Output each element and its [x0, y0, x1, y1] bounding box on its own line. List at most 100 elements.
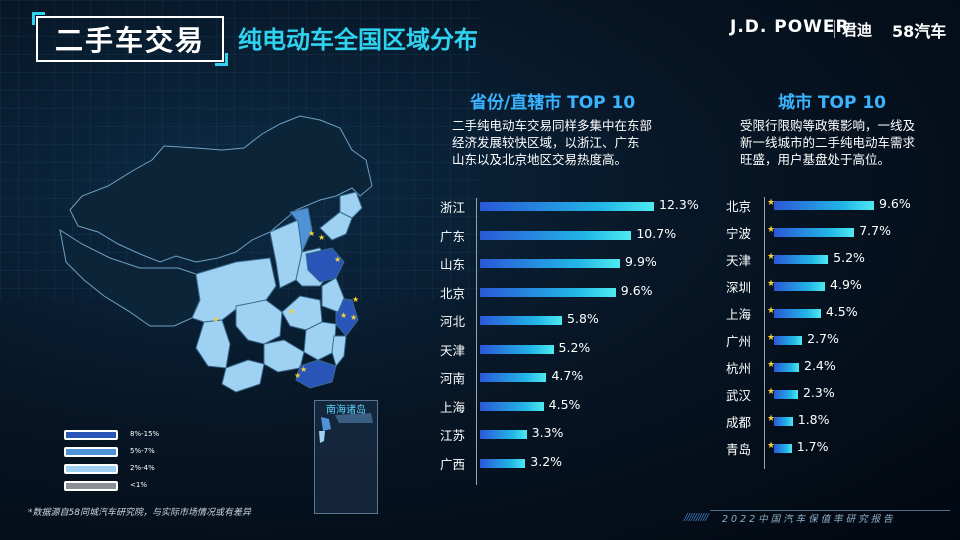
- bar: [774, 363, 799, 372]
- bar: [774, 309, 821, 318]
- star-icon: ★: [288, 307, 295, 316]
- category-label: 深圳: [726, 280, 752, 295]
- provinces-title: 省份/直辖市 TOP 10: [470, 93, 636, 113]
- bar: [480, 373, 547, 382]
- cities-desc: 受限行限购等政策影响，一线及 新一线城市的二手纯电动车需求 旺盛，用户基盘处于高…: [740, 117, 915, 168]
- bar: [774, 255, 829, 264]
- star-icon: ★: [767, 279, 776, 289]
- category-label: 成都: [726, 415, 752, 430]
- category-label: 广州: [726, 334, 752, 349]
- value-label: 12.3%: [659, 197, 699, 212]
- legend-label: 8%-15%: [130, 430, 160, 438]
- star-icon: ★: [767, 414, 776, 424]
- bar: [480, 202, 654, 211]
- star-icon: ★: [294, 371, 301, 380]
- value-label: 9.9%: [625, 254, 657, 269]
- cities-desc-line: 受限行限购等政策影响，一线及: [740, 118, 916, 133]
- legend-swatch: [64, 464, 118, 474]
- axis-line: [764, 197, 765, 469]
- star-icon: ★: [212, 315, 219, 324]
- jd-power-logo: J.D. POWER: [730, 17, 850, 37]
- bar: [774, 282, 826, 291]
- star-icon: ★: [352, 295, 359, 304]
- star-icon: ★: [767, 333, 776, 343]
- star-icon: ★: [334, 255, 341, 264]
- value-label: 5.8%: [567, 311, 599, 326]
- category-label: 宁波: [726, 226, 752, 241]
- category-label: 北京: [726, 199, 752, 214]
- star-icon: ★: [767, 198, 776, 208]
- value-label: 4.5%: [825, 304, 858, 319]
- value-label: 3.2%: [530, 453, 563, 469]
- brand-divider: [834, 20, 835, 38]
- category-label: 天津: [440, 342, 466, 358]
- category-label: 北京: [440, 285, 466, 301]
- value-label: 2.7%: [807, 331, 839, 346]
- value-label: 2.3%: [802, 385, 835, 400]
- legend-swatch: [64, 481, 118, 491]
- legend-label: 5%-7%: [130, 447, 155, 455]
- provinces-desc-line: 山东以及北京地区交易热度高。: [452, 152, 628, 167]
- star-icon: ★: [767, 306, 776, 316]
- footer-slashes: //////////: [684, 512, 709, 523]
- cities-desc-line: 新一线城市的二手纯电动车需求: [740, 135, 916, 150]
- category-label: 山东: [440, 257, 466, 272]
- legend-label: 2%-4%: [130, 464, 155, 472]
- page-subtitle: 纯电动车全国区域分布: [238, 26, 478, 54]
- star-icon: ★: [767, 441, 776, 451]
- value-label: 5.2%: [558, 339, 591, 355]
- star-icon: ★: [350, 313, 357, 322]
- category-label: 杭州: [726, 361, 752, 376]
- legend-label: <1%: [130, 481, 147, 489]
- star-icon: ★: [767, 225, 776, 235]
- value-label: 4.7%: [551, 368, 584, 383]
- page-title: 二手车交易: [54, 24, 205, 57]
- star-icon: ★: [767, 252, 776, 262]
- bar: [480, 230, 632, 240]
- category-label: 江苏: [440, 428, 466, 443]
- value-label: 5.2%: [833, 250, 865, 265]
- bar: [480, 287, 616, 297]
- axis-line: [476, 198, 477, 485]
- cities-desc-line: 旺盛，用户基盘处于高位。: [740, 152, 891, 167]
- category-label: 天津: [726, 253, 752, 268]
- legend-swatch: [64, 430, 118, 440]
- bar: [480, 259, 621, 268]
- star-icon: ★: [300, 365, 307, 374]
- value-label: 7.7%: [859, 223, 891, 238]
- bar: [480, 458, 526, 468]
- province-fills: [191, 191, 363, 393]
- footer-report-title: 2022中国汽车保值率研究报告: [722, 514, 896, 525]
- category-label: 河北: [440, 314, 466, 329]
- category-label: 河南: [440, 371, 466, 386]
- bar: [480, 401, 544, 411]
- legend-swatch: [64, 447, 118, 457]
- star-icon: ★: [767, 360, 776, 370]
- category-label: 上海: [726, 307, 752, 322]
- bar: [480, 430, 527, 439]
- value-label: 9.6%: [879, 196, 911, 211]
- category-label: 广西: [440, 456, 466, 472]
- value-label: 1.8%: [797, 412, 830, 427]
- inset-label: 南海诸岛: [326, 405, 366, 416]
- china-map: ★ ★ ★ ★ ★ ★ ★ ★ ★ ★: [59, 115, 373, 393]
- category-label: 浙江: [440, 200, 466, 215]
- star-icon: ★: [767, 387, 776, 397]
- title-box: 二手车交易: [32, 12, 228, 66]
- star-icon: ★: [308, 229, 315, 238]
- islands-shape: [319, 413, 373, 443]
- category-label: 上海: [440, 399, 466, 415]
- provinces-desc-line: 二手纯电动车交易同样多集中在东部: [452, 118, 653, 133]
- category-label: 广东: [440, 228, 466, 244]
- provinces-desc: 二手纯电动车交易同样多集中在东部 经济发展较快区域，以浙江、广东 山东以及北京地…: [452, 117, 652, 168]
- value-label: 4.9%: [830, 277, 862, 292]
- value-label: 4.5%: [548, 396, 581, 412]
- bar: [480, 316, 563, 325]
- value-label: 9.6%: [620, 282, 653, 298]
- value-label: 2.4%: [804, 358, 836, 373]
- bar: [774, 228, 855, 237]
- category-label: 青岛: [726, 442, 752, 457]
- cities-title: 城市 TOP 10: [778, 93, 887, 113]
- category-label: 武汉: [726, 388, 752, 403]
- city-stars: ★ ★ ★ ★ ★ ★ ★ ★ ★ ★: [212, 229, 359, 380]
